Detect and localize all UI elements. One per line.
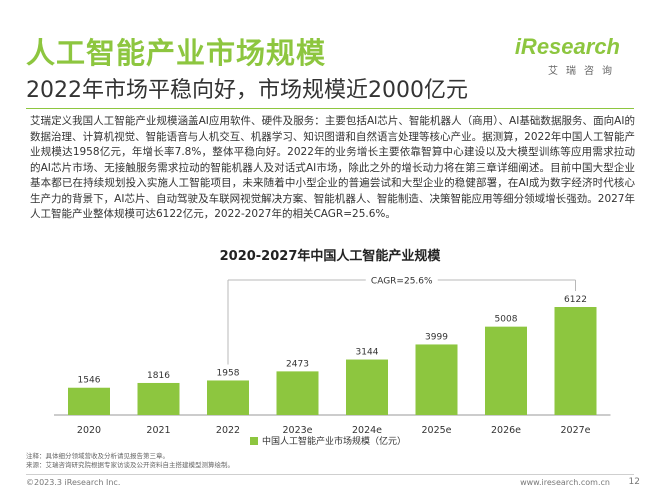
tick-label-2021: 2021 [146, 425, 170, 436]
bar-2023e [276, 371, 319, 415]
bar-2024e [346, 359, 388, 415]
chart-title: 2020-2027年中国人工智能产业规模 [219, 249, 441, 264]
page-title: 人工智能产业市场规模 [26, 36, 327, 70]
body-paragraph: 艾瑞定义我国人工智能产业规模涵盖AI应用软件、硬件及服务：主要包括AI芯片、智能… [30, 115, 635, 220]
data-label-2023e: 2473 [286, 359, 309, 369]
cagr-label-bg [365, 273, 438, 287]
tick-label-2027e: 2027e [560, 425, 590, 436]
footer-note: 注释：具体细分领域营收及分析请见报告第三章。 [26, 452, 169, 460]
brand-logo: iResearch 艾瑞咨询 [515, 34, 620, 77]
data-label-2025e: 3999 [425, 332, 448, 342]
website-link[interactable]: www.iresearch.com.cn [520, 478, 610, 487]
legend-swatch [250, 437, 258, 445]
copyright: ©2023.3 iResearch Inc. [26, 478, 121, 487]
tick-label-2022: 2022 [216, 425, 240, 436]
footer-notes: 注释：具体细分领域营收及分析请见报告第三章。 来源：艾瑞咨询研究院根据专家访谈及… [26, 452, 234, 470]
tick-label-2025e: 2025e [421, 425, 451, 436]
data-label-2027e: 6122 [564, 295, 587, 305]
brand-cn: 艾瑞咨询 [548, 66, 620, 77]
bar-2020 [68, 387, 110, 415]
footer-divider [26, 474, 634, 475]
data-label-2020: 1546 [78, 376, 101, 386]
bar-2025e [415, 344, 458, 415]
data-label-2022: 1958 [217, 368, 240, 378]
data-label-2026e: 5008 [495, 315, 518, 325]
tick-label-2023e: 2023e [282, 425, 312, 436]
tick-label-2020: 2020 [77, 425, 101, 436]
legend-label: 中国人工智能产业市场规模（亿元） [262, 435, 406, 447]
data-label-2021: 1816 [147, 371, 170, 381]
tick-label-2026e: 2026e [491, 425, 521, 436]
tick-label-2024e: 2024e [352, 425, 382, 436]
page-subtitle: 2022年市场平稳向好，市场规模近2000亿元 [26, 78, 468, 103]
title-divider [26, 108, 634, 109]
data-label-2024e: 3144 [356, 348, 379, 358]
bar-2021 [137, 382, 180, 415]
bar-2026e [485, 326, 527, 415]
bar-2027e [554, 307, 597, 415]
cagr-annotation: CAGR=25.6% [371, 277, 433, 287]
bar-2022 [207, 380, 249, 415]
footer-source: 来源：艾瑞咨询研究院根据专家访谈及公开资料自主搭建模型测算绘制。 [26, 461, 234, 469]
page-number: 12 [628, 477, 640, 487]
brand-name: iResearch [514, 34, 620, 59]
